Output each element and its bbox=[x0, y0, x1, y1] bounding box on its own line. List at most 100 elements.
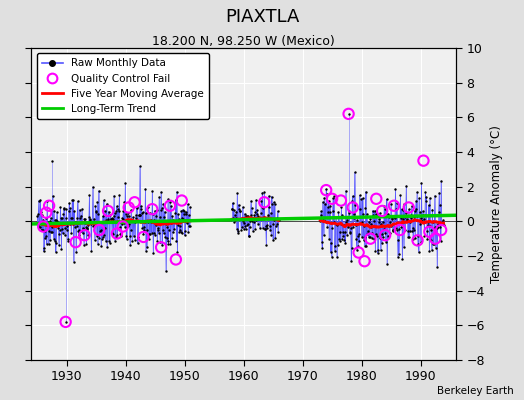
Point bbox=[64, 238, 72, 244]
Point bbox=[395, 251, 403, 257]
Point bbox=[73, 198, 82, 204]
Point bbox=[71, 218, 80, 225]
Point bbox=[271, 223, 280, 229]
Point bbox=[57, 215, 65, 221]
Text: PIAXTLA: PIAXTLA bbox=[225, 8, 299, 26]
Point bbox=[161, 221, 170, 227]
Point bbox=[436, 238, 445, 244]
Point bbox=[399, 207, 408, 214]
Point bbox=[80, 232, 89, 238]
Point bbox=[429, 241, 438, 248]
Point bbox=[244, 221, 252, 228]
Point bbox=[256, 215, 265, 222]
Point bbox=[369, 236, 378, 242]
Point bbox=[78, 206, 86, 212]
Point bbox=[390, 202, 398, 209]
Point bbox=[323, 204, 332, 210]
Point bbox=[177, 207, 185, 214]
Point bbox=[367, 221, 375, 227]
Point bbox=[245, 233, 253, 239]
Point bbox=[252, 217, 260, 223]
Point bbox=[101, 225, 109, 231]
Point bbox=[128, 217, 137, 224]
Point bbox=[40, 228, 49, 234]
Point bbox=[332, 220, 341, 227]
Point bbox=[328, 196, 336, 202]
Point bbox=[367, 224, 376, 230]
Point bbox=[319, 199, 327, 205]
Point bbox=[102, 238, 110, 244]
Point bbox=[182, 220, 191, 226]
Point bbox=[319, 214, 328, 221]
Point bbox=[63, 223, 71, 229]
Point bbox=[327, 239, 335, 246]
Point bbox=[105, 239, 114, 246]
Point bbox=[345, 210, 353, 216]
Point bbox=[330, 242, 339, 249]
Point bbox=[316, 211, 325, 218]
Point bbox=[258, 190, 267, 196]
Point bbox=[270, 217, 278, 223]
Point bbox=[250, 219, 258, 226]
Point bbox=[97, 243, 105, 249]
Point bbox=[110, 230, 118, 237]
Point bbox=[108, 216, 117, 223]
Point bbox=[337, 197, 345, 204]
Point bbox=[126, 226, 135, 233]
Point bbox=[320, 232, 328, 238]
Point bbox=[440, 222, 448, 229]
Point bbox=[328, 254, 336, 260]
Point bbox=[361, 205, 369, 211]
Point bbox=[138, 224, 147, 231]
Point bbox=[402, 182, 410, 189]
Point bbox=[265, 193, 273, 199]
Point bbox=[354, 230, 363, 237]
Point bbox=[239, 226, 248, 232]
Point bbox=[267, 210, 275, 216]
Point bbox=[412, 198, 420, 204]
Point bbox=[74, 232, 83, 238]
Point bbox=[358, 195, 367, 201]
Point bbox=[318, 245, 326, 252]
Point bbox=[359, 211, 367, 217]
Point bbox=[325, 236, 333, 242]
Point bbox=[64, 208, 73, 214]
Point bbox=[83, 225, 92, 231]
Point bbox=[337, 236, 346, 242]
Point bbox=[125, 204, 133, 211]
Point bbox=[386, 222, 395, 229]
Point bbox=[102, 216, 111, 223]
Point bbox=[331, 248, 339, 254]
Point bbox=[395, 226, 403, 232]
Point bbox=[267, 232, 276, 238]
Point bbox=[113, 232, 122, 238]
Point bbox=[122, 211, 130, 217]
Point bbox=[355, 192, 364, 198]
Point bbox=[270, 200, 279, 207]
Point bbox=[370, 218, 378, 225]
Point bbox=[388, 214, 396, 221]
Point bbox=[95, 227, 103, 233]
Point bbox=[133, 204, 141, 210]
Point bbox=[354, 249, 363, 256]
Point bbox=[77, 228, 85, 234]
Point bbox=[380, 229, 389, 236]
Point bbox=[403, 216, 411, 222]
Point bbox=[420, 216, 428, 222]
Point bbox=[231, 212, 239, 218]
Point bbox=[400, 214, 409, 221]
Point bbox=[406, 228, 414, 234]
Point bbox=[233, 226, 241, 232]
Point bbox=[85, 214, 93, 220]
Point bbox=[181, 228, 189, 234]
Point bbox=[92, 208, 101, 215]
Point bbox=[168, 213, 177, 220]
Point bbox=[80, 242, 88, 248]
Point bbox=[180, 232, 189, 238]
Point bbox=[259, 213, 268, 220]
Point bbox=[137, 203, 145, 210]
Point bbox=[421, 189, 430, 195]
Point bbox=[101, 208, 110, 214]
Point bbox=[348, 193, 357, 199]
Point bbox=[154, 225, 162, 231]
